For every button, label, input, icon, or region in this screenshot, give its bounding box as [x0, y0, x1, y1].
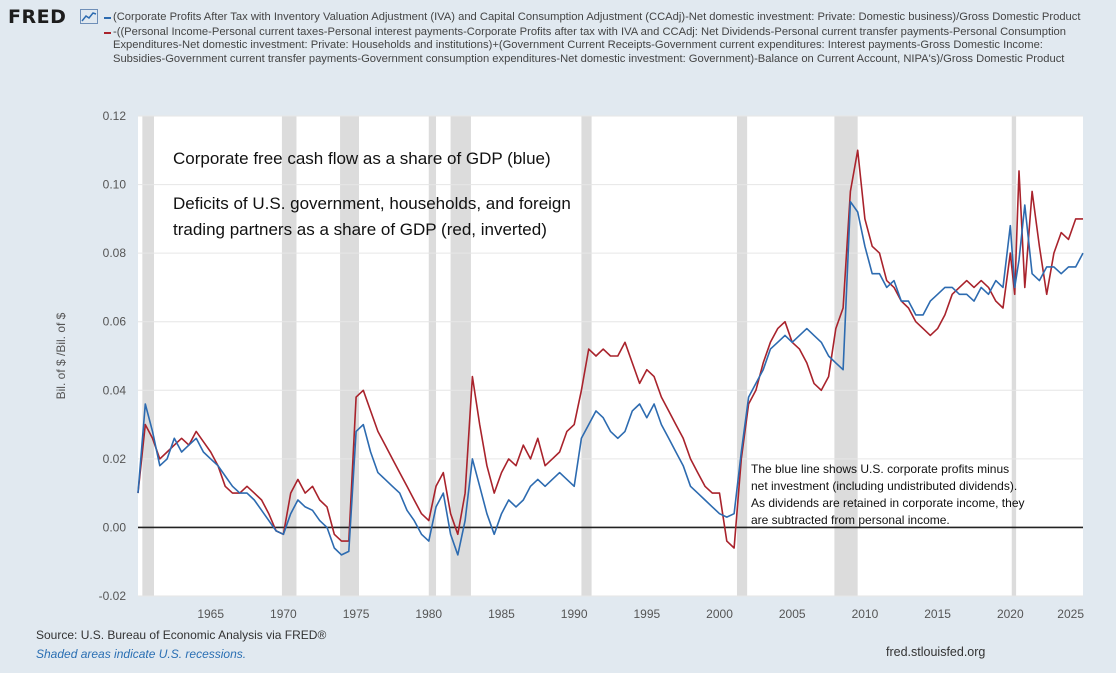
y-tick-label: 0.08 [103, 246, 127, 260]
chart-line-icon [80, 9, 98, 24]
y-tick-label: 0.00 [103, 520, 127, 534]
x-tick-label: 1985 [488, 607, 515, 621]
y-tick-label: 0.12 [103, 109, 127, 123]
x-tick-label: 2020 [997, 607, 1024, 621]
x-tick-labels: 1965 1970 1975 1980 1985 1990 1995 2000 2005 2010… [197, 607, 1084, 621]
annotation-subtitle-1: Deficits of U.S. government, households,… [173, 194, 571, 213]
x-tick-label: 2005 [779, 607, 806, 621]
legend-item-red: -((Personal Income-Personal current taxe… [104, 26, 1094, 67]
x-tick-label: 2000 [706, 607, 733, 621]
y-axis-label: Bil. of $ /Bil. of $ [54, 312, 68, 399]
recession-band-5 [581, 116, 592, 596]
x-tick-label: 1990 [561, 607, 588, 621]
x-tick-label: 1965 [197, 607, 224, 621]
recession-band-7 [834, 116, 858, 596]
recession-shading [142, 116, 1017, 596]
legend-swatch-blue [104, 17, 111, 19]
recession-band-1 [281, 116, 297, 596]
recession-band-8 [1011, 116, 1017, 596]
x-tick-label: 2010 [852, 607, 879, 621]
x-tick-label: 1980 [415, 607, 442, 621]
series-line-blue [137, 200, 1084, 556]
annotation-subtitle-2: trading partners as a share of GDP (red,… [173, 220, 547, 239]
x-tick-label: 2015 [924, 607, 951, 621]
annotation-note: The blue line shows U.S. corporate profi… [751, 462, 1025, 527]
recession-note: Shaded areas indicate U.S. recessions. [36, 647, 247, 661]
y-tick-labels: -0.02 0.00 0.02 0.04 0.06 0.08 0.10 0.12 [99, 109, 127, 603]
site-url[interactable]: fred.stlouisfed.org [886, 645, 986, 659]
annotation-note-line-2: net investment (including undistributed … [751, 479, 1017, 493]
x-tick-label: 1995 [633, 607, 660, 621]
recession-band-0 [142, 116, 154, 596]
annotation-note-line-4: are subtracted from personal income. [751, 513, 950, 527]
y-tick-label: 0.10 [103, 178, 127, 192]
y-tick-label: 0.06 [103, 315, 127, 329]
series-lines [137, 149, 1084, 556]
x-tick-label: 1970 [270, 607, 297, 621]
recession-band-3 [428, 116, 437, 596]
recession-band-6 [736, 116, 748, 596]
recession-band-2 [340, 116, 359, 596]
series-line-red [137, 149, 1083, 549]
y-tick-label: 0.04 [103, 383, 127, 397]
source-text: Source: U.S. Bureau of Economic Analysis… [36, 628, 327, 642]
x-tick-label: 1975 [343, 607, 370, 621]
annotation-note-line-3: As dividends are retained in corporate i… [751, 496, 1025, 510]
legend-swatch-red [104, 31, 111, 34]
annotation-note-line-1: The blue line shows U.S. corporate profi… [751, 462, 1009, 476]
x-tick-label: 2025 [1057, 607, 1084, 621]
y-tick-label: 0.02 [103, 452, 127, 466]
legend: (Corporate Profits After Tax with Invent… [104, 11, 1094, 67]
legend-label-blue: (Corporate Profits After Tax with Invent… [113, 11, 1081, 23]
annotation-title: Corporate free cash flow as a share of G… [173, 149, 551, 168]
legend-label-red: -((Personal Income-Personal current taxe… [113, 25, 1067, 65]
y-tick-label: -0.02 [99, 589, 127, 603]
legend-item-blue: (Corporate Profits After Tax with Invent… [104, 11, 1094, 25]
fred-logo: FRED [8, 6, 67, 28]
